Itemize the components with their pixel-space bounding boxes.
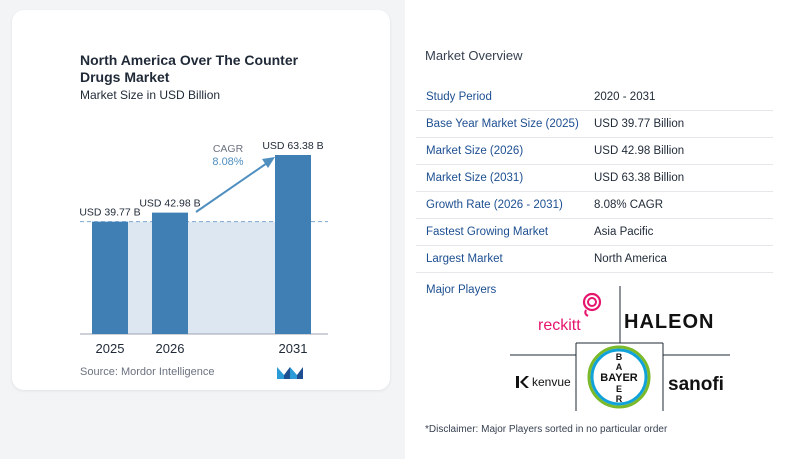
table-row: Study Period 2020 - 2031 (416, 84, 773, 111)
bar-2025 (92, 221, 128, 334)
overview-table: Study Period 2020 - 2031 Base Year Market… (416, 84, 773, 273)
overview-title: Market Overview (425, 48, 523, 63)
svg-text:B: B (616, 352, 623, 362)
row-value: USD 39.77 Billion (594, 118, 685, 130)
cagr-arrow (195, 160, 271, 213)
svg-text:E: E (616, 384, 622, 394)
row-key: Market Size (2031) (426, 172, 524, 184)
table-row: Market Size (2031) USD 63.38 Billion (416, 165, 773, 192)
sanofi-logo-icon: sanofi (668, 374, 724, 395)
row-value: 8.08% CAGR (594, 199, 664, 211)
row-value: USD 63.38 Billion (594, 172, 685, 184)
bar-2026 (152, 212, 188, 334)
major-players-label: Major Players (426, 284, 497, 296)
chart-title: North America Over The Counter Drugs Mar… (80, 52, 299, 85)
row-value: USD 42.98 Billion (594, 145, 685, 157)
bar-2031 (275, 155, 311, 334)
table-row: Growth Rate (2026 - 2031) 8.08% CAGR (416, 192, 773, 219)
chart-subtitle: Market Size in USD Billion (80, 88, 221, 102)
bayer-name: BAYER (600, 372, 638, 384)
tick-label-2031: 2031 (279, 341, 308, 356)
haleon-name: HALEON (624, 311, 714, 333)
table-row: Base Year Market Size (2025) USD 39.77 Bi… (416, 111, 773, 138)
tick-label-2025: 2025 (96, 341, 125, 356)
row-key: Base Year Market Size (2025) (426, 118, 579, 130)
svg-text:A: A (616, 362, 623, 372)
row-key: Largest Market (426, 253, 503, 265)
bayer-logo-icon: BAYER B A E R (587, 345, 651, 409)
haleon-logo-icon: HALEON (624, 311, 714, 333)
row-key: Market Size (2026) (426, 145, 524, 157)
row-value: 2020 - 2031 (594, 91, 656, 103)
row-value: North America (594, 253, 667, 265)
data-label-2025: USD 39.77 B (79, 207, 140, 219)
data-label-2031: USD 63.38 B (262, 140, 323, 152)
reckitt-name: reckitt (538, 317, 581, 334)
kenvue-name: kenvue (532, 375, 571, 389)
row-key: Fastest Growing Market (426, 226, 549, 238)
cagr-arrowhead (262, 157, 275, 168)
table-row: Fastest Growing Market Asia Pacific (416, 219, 773, 246)
mordor-logo-icon (277, 367, 303, 379)
sanofi-name: sanofi (668, 374, 724, 395)
table-row: Largest Market North America (416, 246, 773, 273)
kenvue-logo-icon: kenvue (516, 375, 571, 389)
cagr-value: 8.08% (212, 156, 243, 168)
source-text: Source: Mordor Intelligence (80, 366, 215, 378)
row-value: Asia Pacific (594, 226, 654, 238)
cagr-label: CAGR (213, 143, 244, 155)
reckitt-logo-icon: reckitt (538, 292, 602, 334)
row-key: Study Period (426, 91, 492, 103)
disclaimer: *Disclaimer: Major Players sorted in no … (425, 424, 668, 435)
data-label-2026: USD 42.98 B (139, 198, 200, 210)
svg-text:R: R (616, 394, 623, 404)
table-row: Market Size (2026) USD 42.98 Billion (416, 138, 773, 165)
tick-label-2026: 2026 (156, 341, 185, 356)
row-key: Growth Rate (2026 - 2031) (426, 199, 563, 211)
